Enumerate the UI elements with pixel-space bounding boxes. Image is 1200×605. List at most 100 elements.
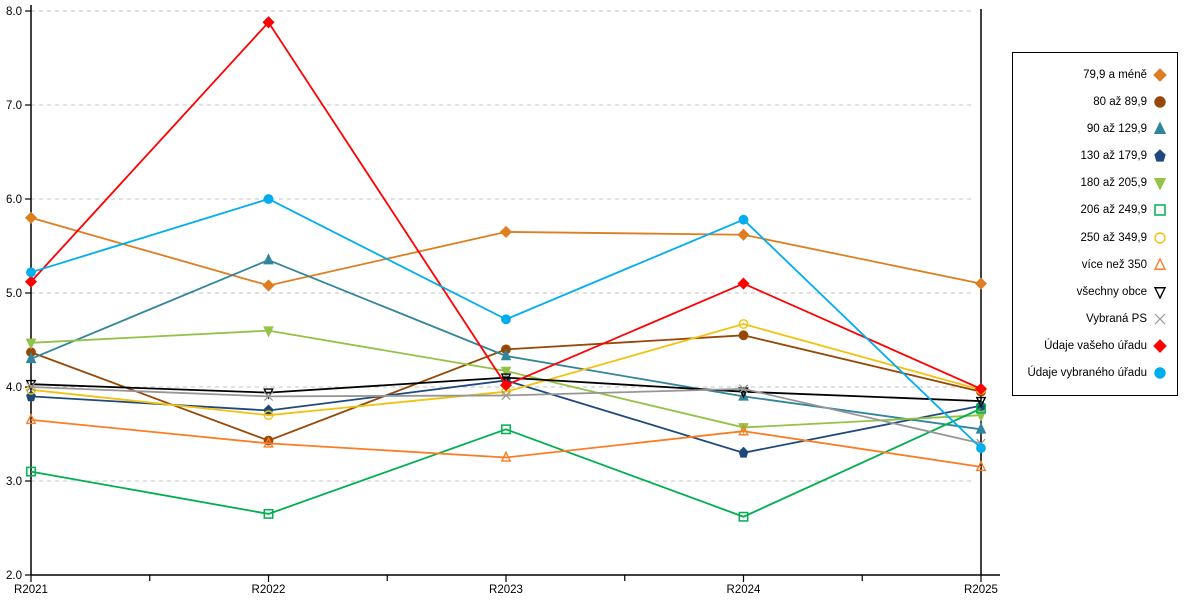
legend-item-label: 180 až 205,9 — [1080, 177, 1147, 190]
legend-item-label: 250 až 349,9 — [1080, 231, 1147, 244]
y-tick-label: 4.0 — [6, 382, 22, 394]
legend-item: 180 až 205,9 — [1019, 176, 1167, 191]
marker-triangle-down-icon — [1153, 286, 1167, 299]
legend-item: 79,9 a méně — [1019, 67, 1167, 82]
legend-marker — [1154, 96, 1166, 108]
legend-item: 206 až 249,9 — [1019, 203, 1167, 217]
marker-diamond-icon — [499, 379, 513, 392]
marker-square-icon — [1154, 204, 1166, 217]
marker-triangle-down-icon — [975, 396, 987, 408]
marker-diamond-icon — [1153, 339, 1167, 353]
marker-triangle-up-icon — [975, 422, 987, 434]
legend-item: více než 350 — [1019, 257, 1167, 272]
marker-diamond-icon — [24, 211, 38, 224]
x-tick-label: R2022 — [252, 584, 286, 596]
marker-x-icon — [1154, 313, 1166, 325]
marker-diamond-icon — [737, 228, 750, 241]
x-tick-label: R2021 — [14, 584, 48, 596]
series-line — [30, 323, 982, 417]
marker-x-icon — [26, 382, 36, 392]
y-tick-label: 2.0 — [6, 570, 22, 582]
marker-circle-icon — [501, 314, 511, 325]
legend-marker — [1154, 231, 1166, 244]
legend-item-label: 79,9 a méně — [1083, 68, 1147, 81]
marker-circle-icon — [1154, 231, 1166, 244]
marker-triangle-up-icon — [975, 460, 987, 472]
legend-item-label: 90 až 129,9 — [1086, 122, 1147, 135]
legend-item: 250 až 349,9 — [1019, 231, 1167, 245]
marker-square-icon — [976, 403, 986, 414]
marker-triangle-up-icon — [500, 450, 512, 462]
marker-triangle-up-icon — [500, 349, 512, 361]
legend-item-label: Údaje vašeho úřadu — [1044, 340, 1147, 353]
series-line — [30, 20, 982, 390]
marker-triangle-up-icon — [1153, 121, 1167, 134]
marker-triangle-up-icon — [738, 424, 749, 436]
legend-item-label: 80 až 89,9 — [1093, 95, 1147, 108]
marker-circle-icon — [263, 410, 274, 421]
marker-triangle-up-icon — [263, 253, 274, 265]
marker-diamond-icon — [262, 16, 275, 29]
marker-triangle-down-icon — [500, 366, 512, 378]
marker-diamond-icon — [24, 275, 38, 288]
marker-triangle-up-icon — [263, 436, 274, 448]
y-tick-label: 3.0 — [6, 476, 22, 488]
series-line — [30, 419, 982, 468]
marker-circle-icon — [1154, 96, 1166, 108]
legend-marker — [1153, 67, 1167, 82]
legend-marker — [1153, 339, 1167, 353]
legend-marker — [1153, 178, 1167, 191]
marker-diamond-icon — [737, 277, 750, 290]
y-tick-label: 7.0 — [6, 100, 22, 112]
legend-item: všechny obce — [1019, 285, 1167, 299]
legend-item: 130 až 179,9 — [1019, 149, 1167, 163]
legend-item: Vybraná PS — [1019, 312, 1167, 326]
marker-square-icon — [263, 508, 274, 519]
marker-pentagon-icon — [1154, 149, 1166, 162]
series-line — [30, 376, 982, 402]
legend-item-label: všechny obce — [1076, 285, 1147, 298]
legend-marker — [1154, 313, 1166, 325]
series-line — [30, 407, 982, 518]
x-tick-label: R2025 — [964, 584, 998, 596]
marker-x-icon — [501, 390, 511, 401]
y-tick-label: 6.0 — [6, 194, 22, 206]
marker-triangle-down-icon — [1153, 178, 1167, 191]
marker-x-icon — [738, 384, 749, 394]
legend-marker — [1154, 367, 1166, 379]
marker-triangle-down-icon — [263, 326, 274, 338]
marker-pentagon-icon — [738, 446, 749, 458]
legend-item-label: Údaje vybraného úřadu — [1027, 367, 1147, 380]
marker-square-icon — [738, 511, 749, 522]
marker-triangle-up-icon — [1153, 257, 1167, 270]
marker-circle-icon — [263, 194, 274, 204]
legend-marker — [1153, 286, 1167, 299]
legend-item-label: více než 350 — [1081, 258, 1147, 271]
marker-diamond-icon — [1153, 67, 1167, 82]
x-tick-label: R2024 — [727, 584, 761, 596]
legend-marker — [1153, 257, 1167, 270]
marker-circle-icon — [1154, 367, 1166, 379]
legend-item: Údaje vybraného úřadu — [1019, 366, 1167, 380]
legend-marker — [1154, 149, 1166, 162]
marker-square-icon — [501, 424, 511, 435]
y-tick-label: 8.0 — [6, 6, 22, 18]
marker-circle-icon — [26, 384, 36, 395]
marker-triangle-down-icon — [25, 338, 37, 350]
marker-triangle-down-icon — [975, 410, 987, 423]
chart-legend: 79,9 a méně 80 až 89,9 90 až 129,9 130 až 1… — [1012, 52, 1178, 396]
marker-diamond-icon — [974, 277, 988, 290]
legend-item: Údaje vašeho úřadu — [1019, 339, 1167, 353]
legend-marker — [1154, 204, 1166, 217]
legend-item-label: Vybraná PS — [1086, 312, 1147, 325]
marker-circle-icon — [738, 330, 749, 341]
legend-item: 90 až 129,9 — [1019, 121, 1167, 136]
marker-circle-icon — [738, 319, 749, 329]
marker-diamond-icon — [262, 279, 275, 292]
marker-diamond-icon — [974, 382, 988, 395]
legend-marker — [1153, 121, 1167, 134]
marker-triangle-down-icon — [738, 423, 749, 435]
marker-diamond-icon — [499, 225, 513, 238]
